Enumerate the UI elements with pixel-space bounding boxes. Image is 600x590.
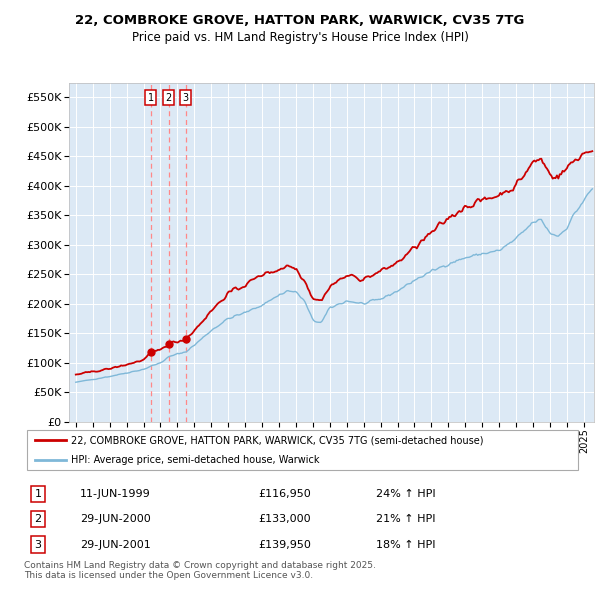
Text: HPI: Average price, semi-detached house, Warwick: HPI: Average price, semi-detached house,… bbox=[71, 455, 320, 466]
Text: 18% ↑ HPI: 18% ↑ HPI bbox=[376, 539, 435, 549]
FancyBboxPatch shape bbox=[27, 431, 578, 470]
Text: 1: 1 bbox=[34, 489, 41, 499]
Text: 22, COMBROKE GROVE, HATTON PARK, WARWICK, CV35 7TG (semi-detached house): 22, COMBROKE GROVE, HATTON PARK, WARWICK… bbox=[71, 435, 484, 445]
Text: Contains HM Land Registry data © Crown copyright and database right 2025.
This d: Contains HM Land Registry data © Crown c… bbox=[24, 560, 376, 580]
Text: £133,000: £133,000 bbox=[259, 514, 311, 525]
Text: 29-JUN-2001: 29-JUN-2001 bbox=[80, 539, 151, 549]
Text: 29-JUN-2000: 29-JUN-2000 bbox=[80, 514, 151, 525]
Text: 11-JUN-1999: 11-JUN-1999 bbox=[80, 489, 151, 499]
Text: 2: 2 bbox=[34, 514, 41, 525]
Text: £116,950: £116,950 bbox=[259, 489, 311, 499]
Text: 3: 3 bbox=[34, 539, 41, 549]
Text: 2: 2 bbox=[166, 93, 172, 103]
Text: 24% ↑ HPI: 24% ↑ HPI bbox=[376, 489, 435, 499]
Text: 22, COMBROKE GROVE, HATTON PARK, WARWICK, CV35 7TG: 22, COMBROKE GROVE, HATTON PARK, WARWICK… bbox=[76, 14, 524, 27]
Text: 3: 3 bbox=[182, 93, 189, 103]
Text: 1: 1 bbox=[148, 93, 154, 103]
Text: £139,950: £139,950 bbox=[259, 539, 311, 549]
Text: 21% ↑ HPI: 21% ↑ HPI bbox=[376, 514, 435, 525]
Text: Price paid vs. HM Land Registry's House Price Index (HPI): Price paid vs. HM Land Registry's House … bbox=[131, 31, 469, 44]
